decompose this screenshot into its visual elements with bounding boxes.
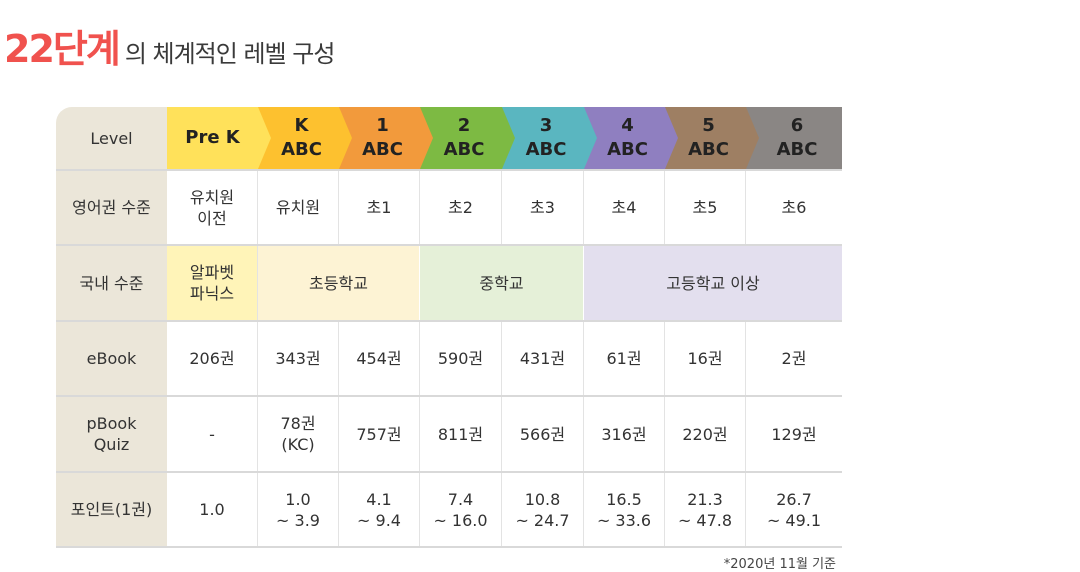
table-cell: -	[167, 397, 258, 471]
table-cell: 10.8 ~ 24.7	[502, 473, 584, 546]
level-prek: Pre K	[167, 107, 271, 169]
english-level-row: 영어권 수준 유치원 이전 유치원 초1 초2 초3 초4 초5 초6	[56, 169, 842, 244]
level-4: 4 ABC	[584, 107, 678, 169]
table-cell: 26.7 ~ 49.1	[766, 489, 822, 530]
level-3: 3 ABC	[502, 107, 597, 169]
page-title: 22단계 의 체계적인 레벨 구성	[4, 18, 336, 73]
title-rest: 의 체계적인 레벨 구성	[124, 40, 336, 68]
table-cell: 초1	[339, 171, 420, 244]
table-cell: 21.3 ~ 47.8	[665, 473, 746, 546]
footnote: *2020년 11월 기준	[723, 557, 836, 572]
table-cell: 811권	[420, 397, 502, 471]
level-1: 1 ABC	[339, 107, 433, 169]
level-row: Level Pre K K ABC 1 ABC 2 ABC 3 ABC 4 AB…	[56, 107, 842, 169]
table-cell: 78권 (KC)	[258, 397, 339, 471]
row-label-points: 포인트(1권)	[56, 473, 167, 546]
table-cell: 초4	[584, 171, 665, 244]
table-cell: 유치원 이전	[167, 171, 258, 244]
table-cell: 431권	[502, 322, 584, 395]
table-cell: 4.1 ~ 9.4	[339, 473, 420, 546]
row-label-ebook: eBook	[56, 322, 167, 395]
table-cell: 16권	[665, 322, 746, 395]
level-5: 5 ABC	[665, 107, 759, 169]
table-cell: 2권	[781, 349, 807, 368]
table-cell: 유치원	[258, 171, 339, 244]
table-cell: 1.0	[167, 473, 258, 546]
table-cell: 1.0 ~ 3.9	[258, 473, 339, 546]
table-cell: 초3	[502, 171, 584, 244]
title-highlight: 22단계	[4, 27, 121, 71]
table-cell: 초2	[420, 171, 502, 244]
table-cell: 343권	[258, 322, 339, 395]
ebook-row: eBook 206권 343권 454권 590권 431권 61권 16권 2…	[56, 320, 842, 395]
domestic-level-row: 국내 수준 알파벳 파닉스 초등학교 중학교 고등학교 이상	[56, 244, 842, 320]
domestic-middle: 중학교	[420, 246, 584, 320]
row-label-pbook: pBook Quiz	[56, 397, 167, 471]
domestic-prek: 알파벳 파닉스	[167, 246, 258, 320]
pbook-quiz-row: pBook Quiz - 78권 (KC) 757권 811권 566권 316…	[56, 395, 842, 471]
table-cell: 454권	[339, 322, 420, 395]
table-cell: 566권	[502, 397, 584, 471]
level-k: K ABC	[258, 107, 352, 169]
table-cell: 초5	[665, 171, 746, 244]
table-cell: 316권	[584, 397, 665, 471]
level-table: Level Pre K K ABC 1 ABC 2 ABC 3 ABC 4 AB…	[56, 107, 842, 548]
table-cell: 16.5 ~ 33.6	[584, 473, 665, 546]
table-cell: 757권	[339, 397, 420, 471]
table-cell: 590권	[420, 322, 502, 395]
table-cell: 206권	[167, 322, 258, 395]
level-2: 2 ABC	[420, 107, 515, 169]
table-cell: 초6	[781, 198, 807, 217]
row-label-english: 영어권 수준	[56, 171, 167, 244]
table-cell: 61권	[584, 322, 665, 395]
table-cell: 129권	[771, 424, 817, 444]
table-cell: 7.4 ~ 16.0	[420, 473, 502, 546]
table-cell: 220권	[665, 397, 746, 471]
domestic-high: 고등학교 이상	[584, 246, 842, 320]
row-label-level: Level	[56, 107, 167, 169]
level-6: 6 ABC	[746, 107, 842, 169]
domestic-elementary: 초등학교	[258, 246, 420, 320]
points-row: 포인트(1권) 1.0 1.0 ~ 3.9 4.1 ~ 9.4 7.4 ~ 16…	[56, 471, 842, 548]
row-label-domestic: 국내 수준	[56, 246, 167, 320]
